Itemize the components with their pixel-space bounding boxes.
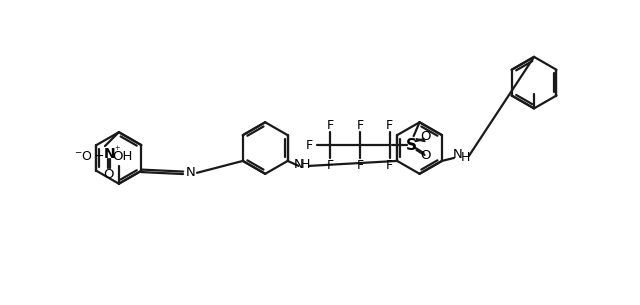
Text: OH: OH [113, 150, 133, 163]
Text: S: S [406, 138, 417, 152]
Text: O: O [420, 149, 431, 163]
Text: $^{-}$O: $^{-}$O [74, 150, 93, 163]
Text: O: O [104, 168, 114, 181]
Text: −: − [93, 149, 104, 163]
Text: N: N [294, 158, 303, 171]
Text: O: O [420, 130, 431, 143]
Text: N: N [186, 166, 196, 179]
Text: F: F [356, 160, 364, 172]
Text: H: H [301, 158, 310, 171]
Text: F: F [305, 138, 312, 152]
Text: N: N [453, 149, 463, 161]
Text: F: F [386, 119, 393, 132]
Text: F: F [386, 160, 393, 172]
Text: H: H [461, 152, 470, 164]
Text: F: F [326, 160, 333, 172]
Text: F: F [356, 119, 364, 132]
Text: N: N [104, 147, 116, 161]
Text: $^{+}$: $^{+}$ [115, 145, 122, 155]
Text: F: F [326, 119, 333, 132]
